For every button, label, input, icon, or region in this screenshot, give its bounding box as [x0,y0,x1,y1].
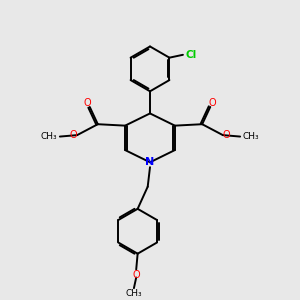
Text: N: N [146,157,154,167]
Text: O: O [209,98,216,108]
Text: O: O [223,130,230,140]
Text: CH₃: CH₃ [243,132,260,141]
Text: O: O [70,130,77,140]
Text: CH₃: CH₃ [126,289,142,298]
Text: CH₃: CH₃ [40,132,57,141]
Text: O: O [84,98,91,108]
Text: Cl: Cl [185,50,196,60]
Text: O: O [132,270,140,280]
